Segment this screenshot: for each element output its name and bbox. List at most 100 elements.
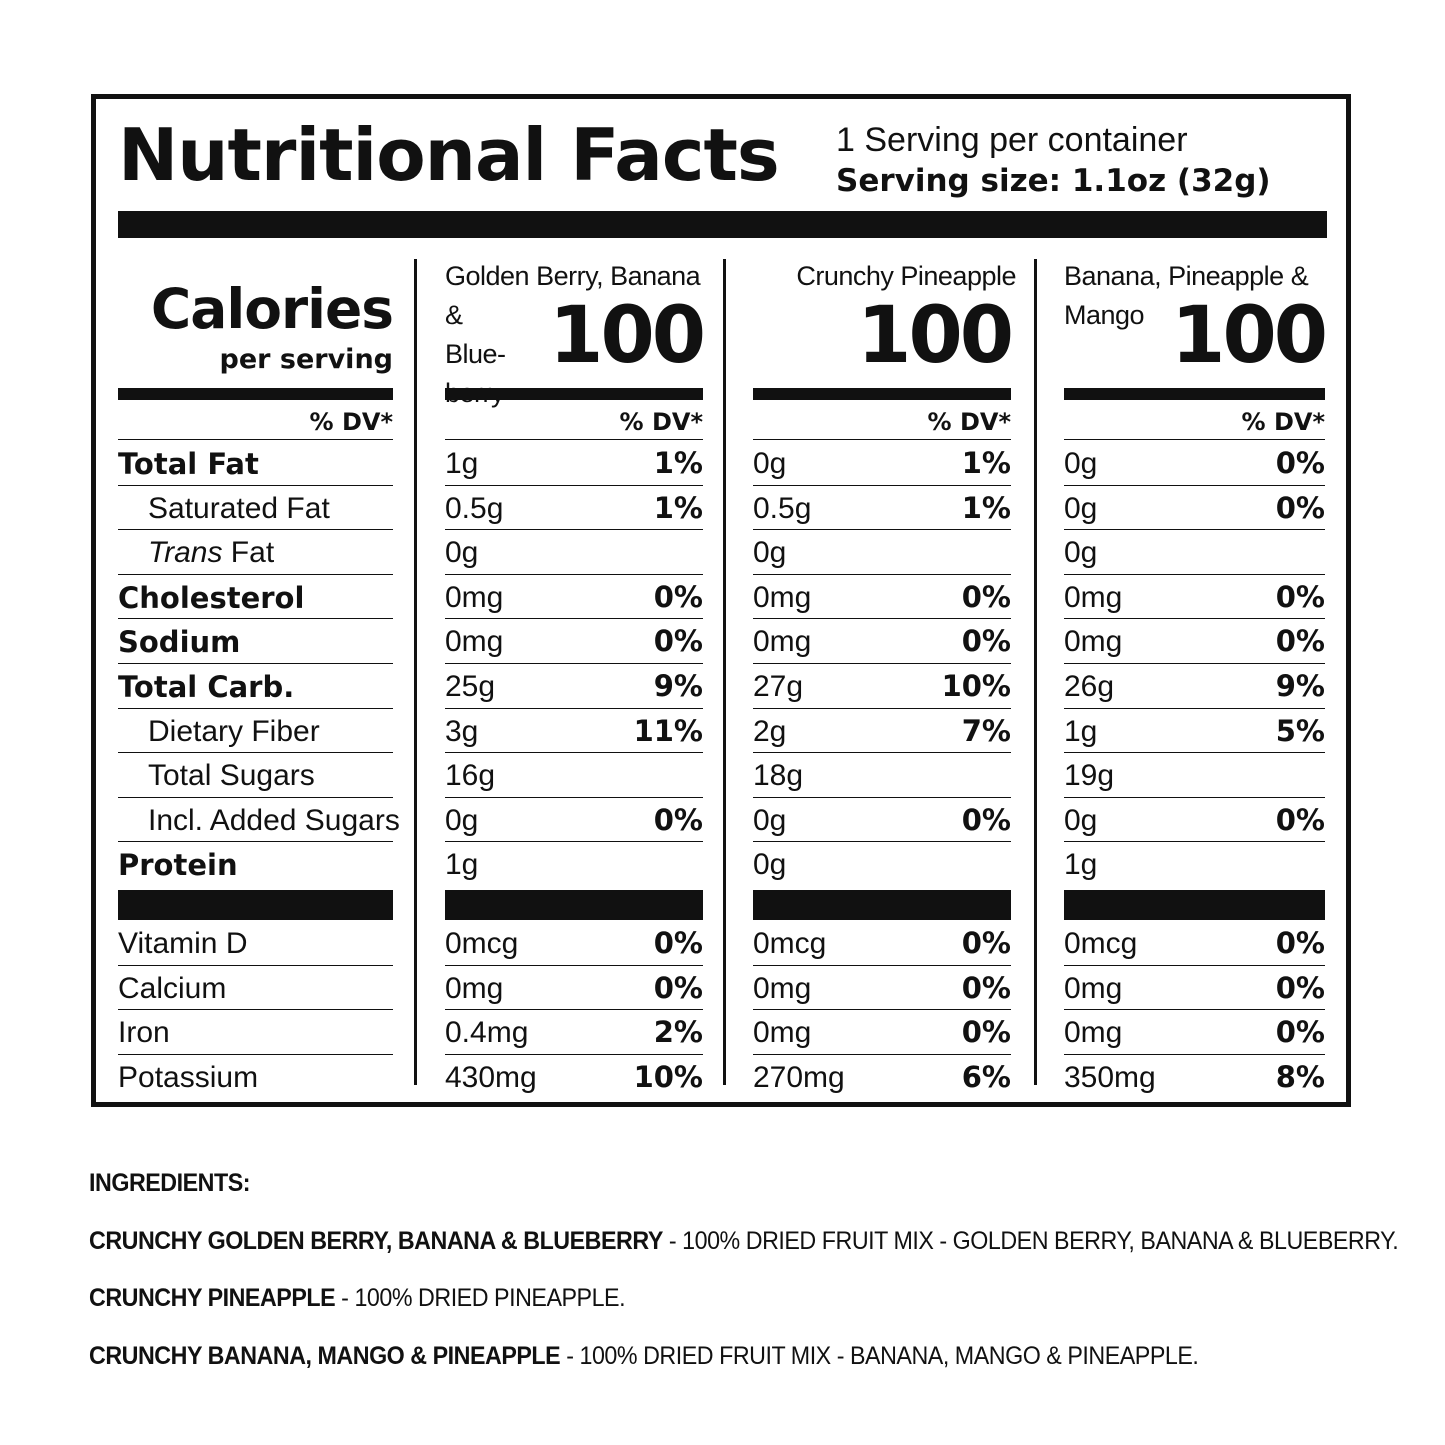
nutrient-row: 19g xyxy=(1064,753,1325,798)
nutrient-amount: 0g xyxy=(753,848,787,882)
nutrient-amount: 2g xyxy=(753,714,787,748)
vitamin-amount: 0mg xyxy=(753,1016,812,1050)
product-name-line: Crunchy Pineapple xyxy=(796,261,1016,291)
nutrient-row: 0g xyxy=(1064,530,1325,575)
ingredient-description: - 100% DRIED FRUIT MIX - GOLDEN BERRY, B… xyxy=(662,1227,1399,1255)
header-rule xyxy=(118,211,1327,238)
calories-rule xyxy=(118,388,393,400)
vitamin-row: 0mg 0% xyxy=(753,1010,1011,1055)
ingredient-product-name: CRUNCHY PINEAPPLE xyxy=(89,1284,336,1312)
ingredients-heading: INGREDIENTS: xyxy=(89,1169,251,1197)
nutrient-row: 0mg 0% xyxy=(753,575,1011,620)
vitamin-row: 0mg 0% xyxy=(753,966,1011,1011)
nutrient-row: 16g xyxy=(445,753,703,798)
vitamin-dv: 0% xyxy=(961,1015,1011,1050)
nutrient-row: Trans Fat xyxy=(118,530,393,575)
nutrient-amount: 0g xyxy=(445,536,479,570)
vitamin-label: Potassium xyxy=(118,1060,259,1094)
nutrient-amount: 16g xyxy=(445,759,496,793)
vitamin-amount: 0mg xyxy=(445,971,504,1005)
vitamin-row: 0mcg 0% xyxy=(753,921,1011,966)
nutrient-amount: 0g xyxy=(753,447,787,480)
nutrient-row: 27g 10% xyxy=(753,664,1011,709)
nutrient-row: 1g 5% xyxy=(1064,709,1325,754)
nutrient-amount: 27g xyxy=(753,669,804,703)
ingredient-description: - 100% DRIED PINEAPPLE. xyxy=(335,1284,626,1312)
nutrient-row: 0mg 0% xyxy=(445,619,703,664)
nutrient-dv: 0% xyxy=(1275,624,1325,659)
nutrient-row: 1g xyxy=(445,842,703,887)
nutrient-dv: 9% xyxy=(653,668,703,703)
nutrient-label: Saturated Fat xyxy=(148,491,330,525)
nutrient-label: Protein xyxy=(118,848,238,883)
vitamin-dv: 0% xyxy=(1275,925,1325,960)
vitamin-dv: 0% xyxy=(653,925,703,960)
vitamin-dv: 0% xyxy=(1275,1015,1325,1050)
nutrient-label-list: Total Fat Saturated Fat Trans Fat Cholester… xyxy=(118,441,400,1100)
vitamin-amount: 0mcg xyxy=(445,926,519,960)
nutrient-dv: 0% xyxy=(1275,446,1325,480)
servings-per-container: 1 Serving per container xyxy=(836,121,1188,159)
dv-header: % DV* xyxy=(445,405,703,440)
vitamin-dv: 8% xyxy=(1275,1059,1325,1094)
nutrient-amount: 0g xyxy=(1064,803,1098,837)
nutrient-amount: 1g xyxy=(1064,714,1098,748)
vitamin-dv: 6% xyxy=(961,1059,1011,1094)
vitamin-amount: 430mg xyxy=(445,1060,537,1094)
nutrient-row: 0mg 0% xyxy=(1064,619,1325,664)
dv-header: % DV* xyxy=(1064,405,1325,440)
nutrient-amount: 18g xyxy=(753,759,804,793)
nutrient-row: Incl. Added Sugars xyxy=(118,798,400,843)
nutrient-row: Saturated Fat xyxy=(118,486,393,531)
nutrient-label: Incl. Added Sugars xyxy=(148,803,400,837)
nutrient-amount: 0g xyxy=(753,536,787,570)
nutrient-row: Sodium xyxy=(118,619,393,664)
vitamin-dv: 0% xyxy=(1275,970,1325,1005)
nutrient-dv: 10% xyxy=(941,668,1011,703)
nutrient-dv: 0% xyxy=(653,579,703,614)
vitamin-amount: 0mcg xyxy=(1064,926,1138,960)
nutrient-dv: 9% xyxy=(1275,668,1325,703)
nutrient-row: 0g 0% xyxy=(445,798,703,843)
nutrient-label: Cholesterol xyxy=(118,580,305,615)
nutrient-row: 0g 0% xyxy=(1064,798,1325,843)
nutrient-amount: 0mg xyxy=(1064,580,1123,614)
nutrient-amount: 0mg xyxy=(753,625,812,659)
vitamin-row: Potassium xyxy=(118,1055,393,1100)
nutrient-label: Total Fat xyxy=(118,447,259,481)
vitamin-dv: 0% xyxy=(961,970,1011,1005)
product-calories: 100 xyxy=(1171,291,1328,381)
nutrient-dv: 0% xyxy=(1275,579,1325,614)
nutrient-dv: 0% xyxy=(961,624,1011,659)
nutrient-row: 0g 0% xyxy=(753,798,1011,843)
nutrient-row: 26g 9% xyxy=(1064,664,1325,709)
nutrient-row: 1g 1% xyxy=(445,441,703,486)
vitamin-row: 0mg 0% xyxy=(1064,1010,1325,1055)
product-name: Crunchy Pineapple xyxy=(796,257,1016,296)
ingredient-line: CRUNCHY BANANA, MANGO & PINEAPPLE - 100%… xyxy=(89,1341,1199,1371)
vitamin-amount: 270mg xyxy=(753,1060,845,1094)
nutrient-row: Dietary Fiber xyxy=(118,709,393,754)
nutrient-value-list: 0g 1% 0.5g 1% 0g 0mg 0% 0mg 0% 27g 10% 2g 7% 18g 0g 0% 0… xyxy=(753,441,1011,1099)
nutrient-label-italic: Trans xyxy=(148,536,223,570)
nutrient-dv: 0% xyxy=(1275,490,1325,525)
product-calories: 100 xyxy=(857,291,1014,381)
vitamin-amount: 0.4mg xyxy=(445,1016,529,1050)
nutrient-row: Cholesterol xyxy=(118,575,393,620)
nutrient-row: 0.5g 1% xyxy=(753,486,1011,531)
nutrient-value-list: 0g 0% 0g 0% 0g 0mg 0% 0mg 0% 26g 9% 1g 5% 19g 0g 0% 1g 0m… xyxy=(1064,441,1325,1099)
product-name-line: Banana, Pineapple & xyxy=(1064,261,1309,291)
nutrient-row: 0g 0% xyxy=(1064,441,1325,486)
nutrient-amount: 1g xyxy=(1064,848,1098,882)
nutrient-row: 25g 9% xyxy=(445,664,703,709)
nutrient-row: 0mg 0% xyxy=(1064,575,1325,620)
nutrient-dv: 0% xyxy=(961,579,1011,614)
vitamin-row: 430mg 10% xyxy=(445,1055,703,1100)
nutrition-facts-panel: Nutritional Facts 1 Serving per containe… xyxy=(91,94,1351,1107)
nutrient-amount: 1g xyxy=(445,848,479,882)
vitamin-rule xyxy=(118,889,393,920)
product-name-line: Mango xyxy=(1064,300,1145,330)
nutrient-row: 0g xyxy=(753,842,1011,887)
nutrient-row: 0mg 0% xyxy=(753,619,1011,664)
nutrient-dv: 1% xyxy=(961,446,1011,480)
